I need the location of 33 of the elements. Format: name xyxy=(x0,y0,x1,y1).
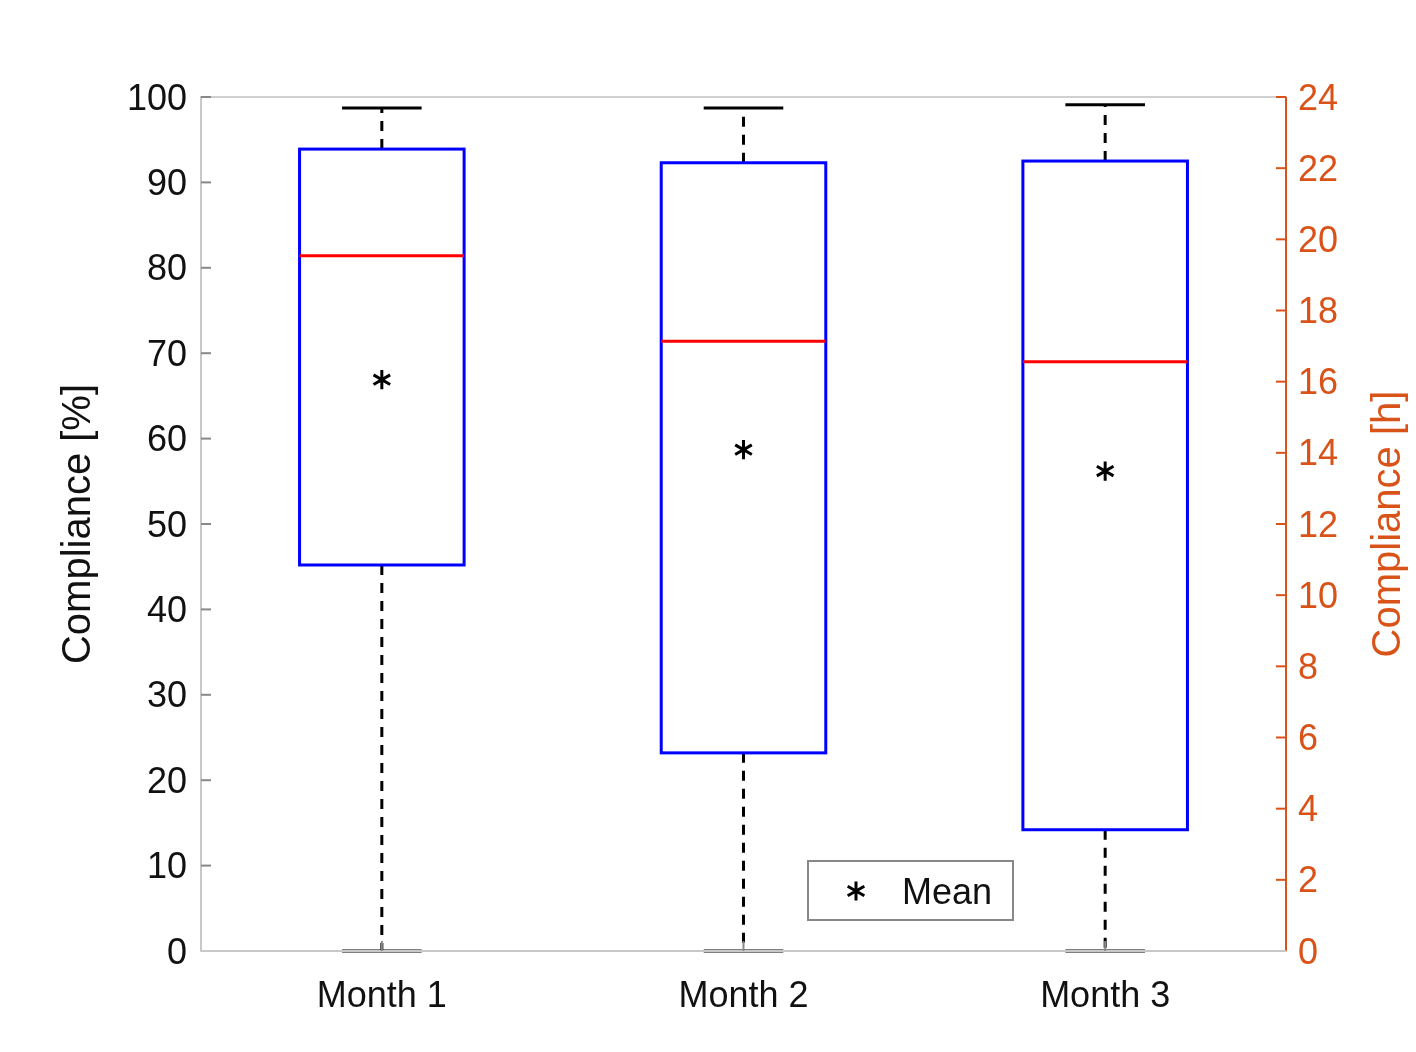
y2-tick-label: 16 xyxy=(1298,361,1339,403)
y-tick-label: 70 xyxy=(146,332,187,374)
point xyxy=(733,438,754,461)
y-tick-label: 30 xyxy=(146,674,187,716)
y2-tick-label: 14 xyxy=(1298,432,1339,474)
y-axis-title: Compliance [%] xyxy=(54,383,98,665)
y2-tick-label: 2 xyxy=(1298,859,1319,901)
y-tick-label: 20 xyxy=(146,759,187,801)
y-tick-label: 60 xyxy=(146,418,187,460)
legend-label: Mean xyxy=(902,870,993,912)
y2-tick-label: 12 xyxy=(1298,503,1339,545)
y-tick-label: 100 xyxy=(126,76,187,118)
y-tick-label: 40 xyxy=(146,589,187,630)
y-tick-label: 90 xyxy=(146,162,187,203)
y-tick-label: 80 xyxy=(146,247,187,289)
y2-tick-label: 20 xyxy=(1298,218,1339,260)
x-tick-label: Month 1 xyxy=(316,974,447,1015)
y2-tick-label: 22 xyxy=(1298,147,1339,189)
y2-tick-label: 10 xyxy=(1298,574,1339,616)
point xyxy=(1095,459,1115,483)
y2-axis-title: Compliance [h] xyxy=(1364,390,1408,658)
y2-tick-label: 4 xyxy=(1298,788,1319,830)
y2-tick-label: 6 xyxy=(1298,717,1319,759)
y2-tick-label: 8 xyxy=(1298,645,1319,687)
y2-tick-label: 24 xyxy=(1298,76,1339,118)
point xyxy=(372,368,392,391)
y-tick-label: 50 xyxy=(146,503,187,545)
x-tick-label: Month 2 xyxy=(678,974,809,1015)
y2-tick-label: 0 xyxy=(1298,930,1319,972)
y2-tick-label: 18 xyxy=(1298,290,1339,332)
y-tick-label: 10 xyxy=(146,845,187,887)
x-tick-label: Month 3 xyxy=(1040,974,1171,1015)
y-tick-label: 0 xyxy=(166,930,187,972)
